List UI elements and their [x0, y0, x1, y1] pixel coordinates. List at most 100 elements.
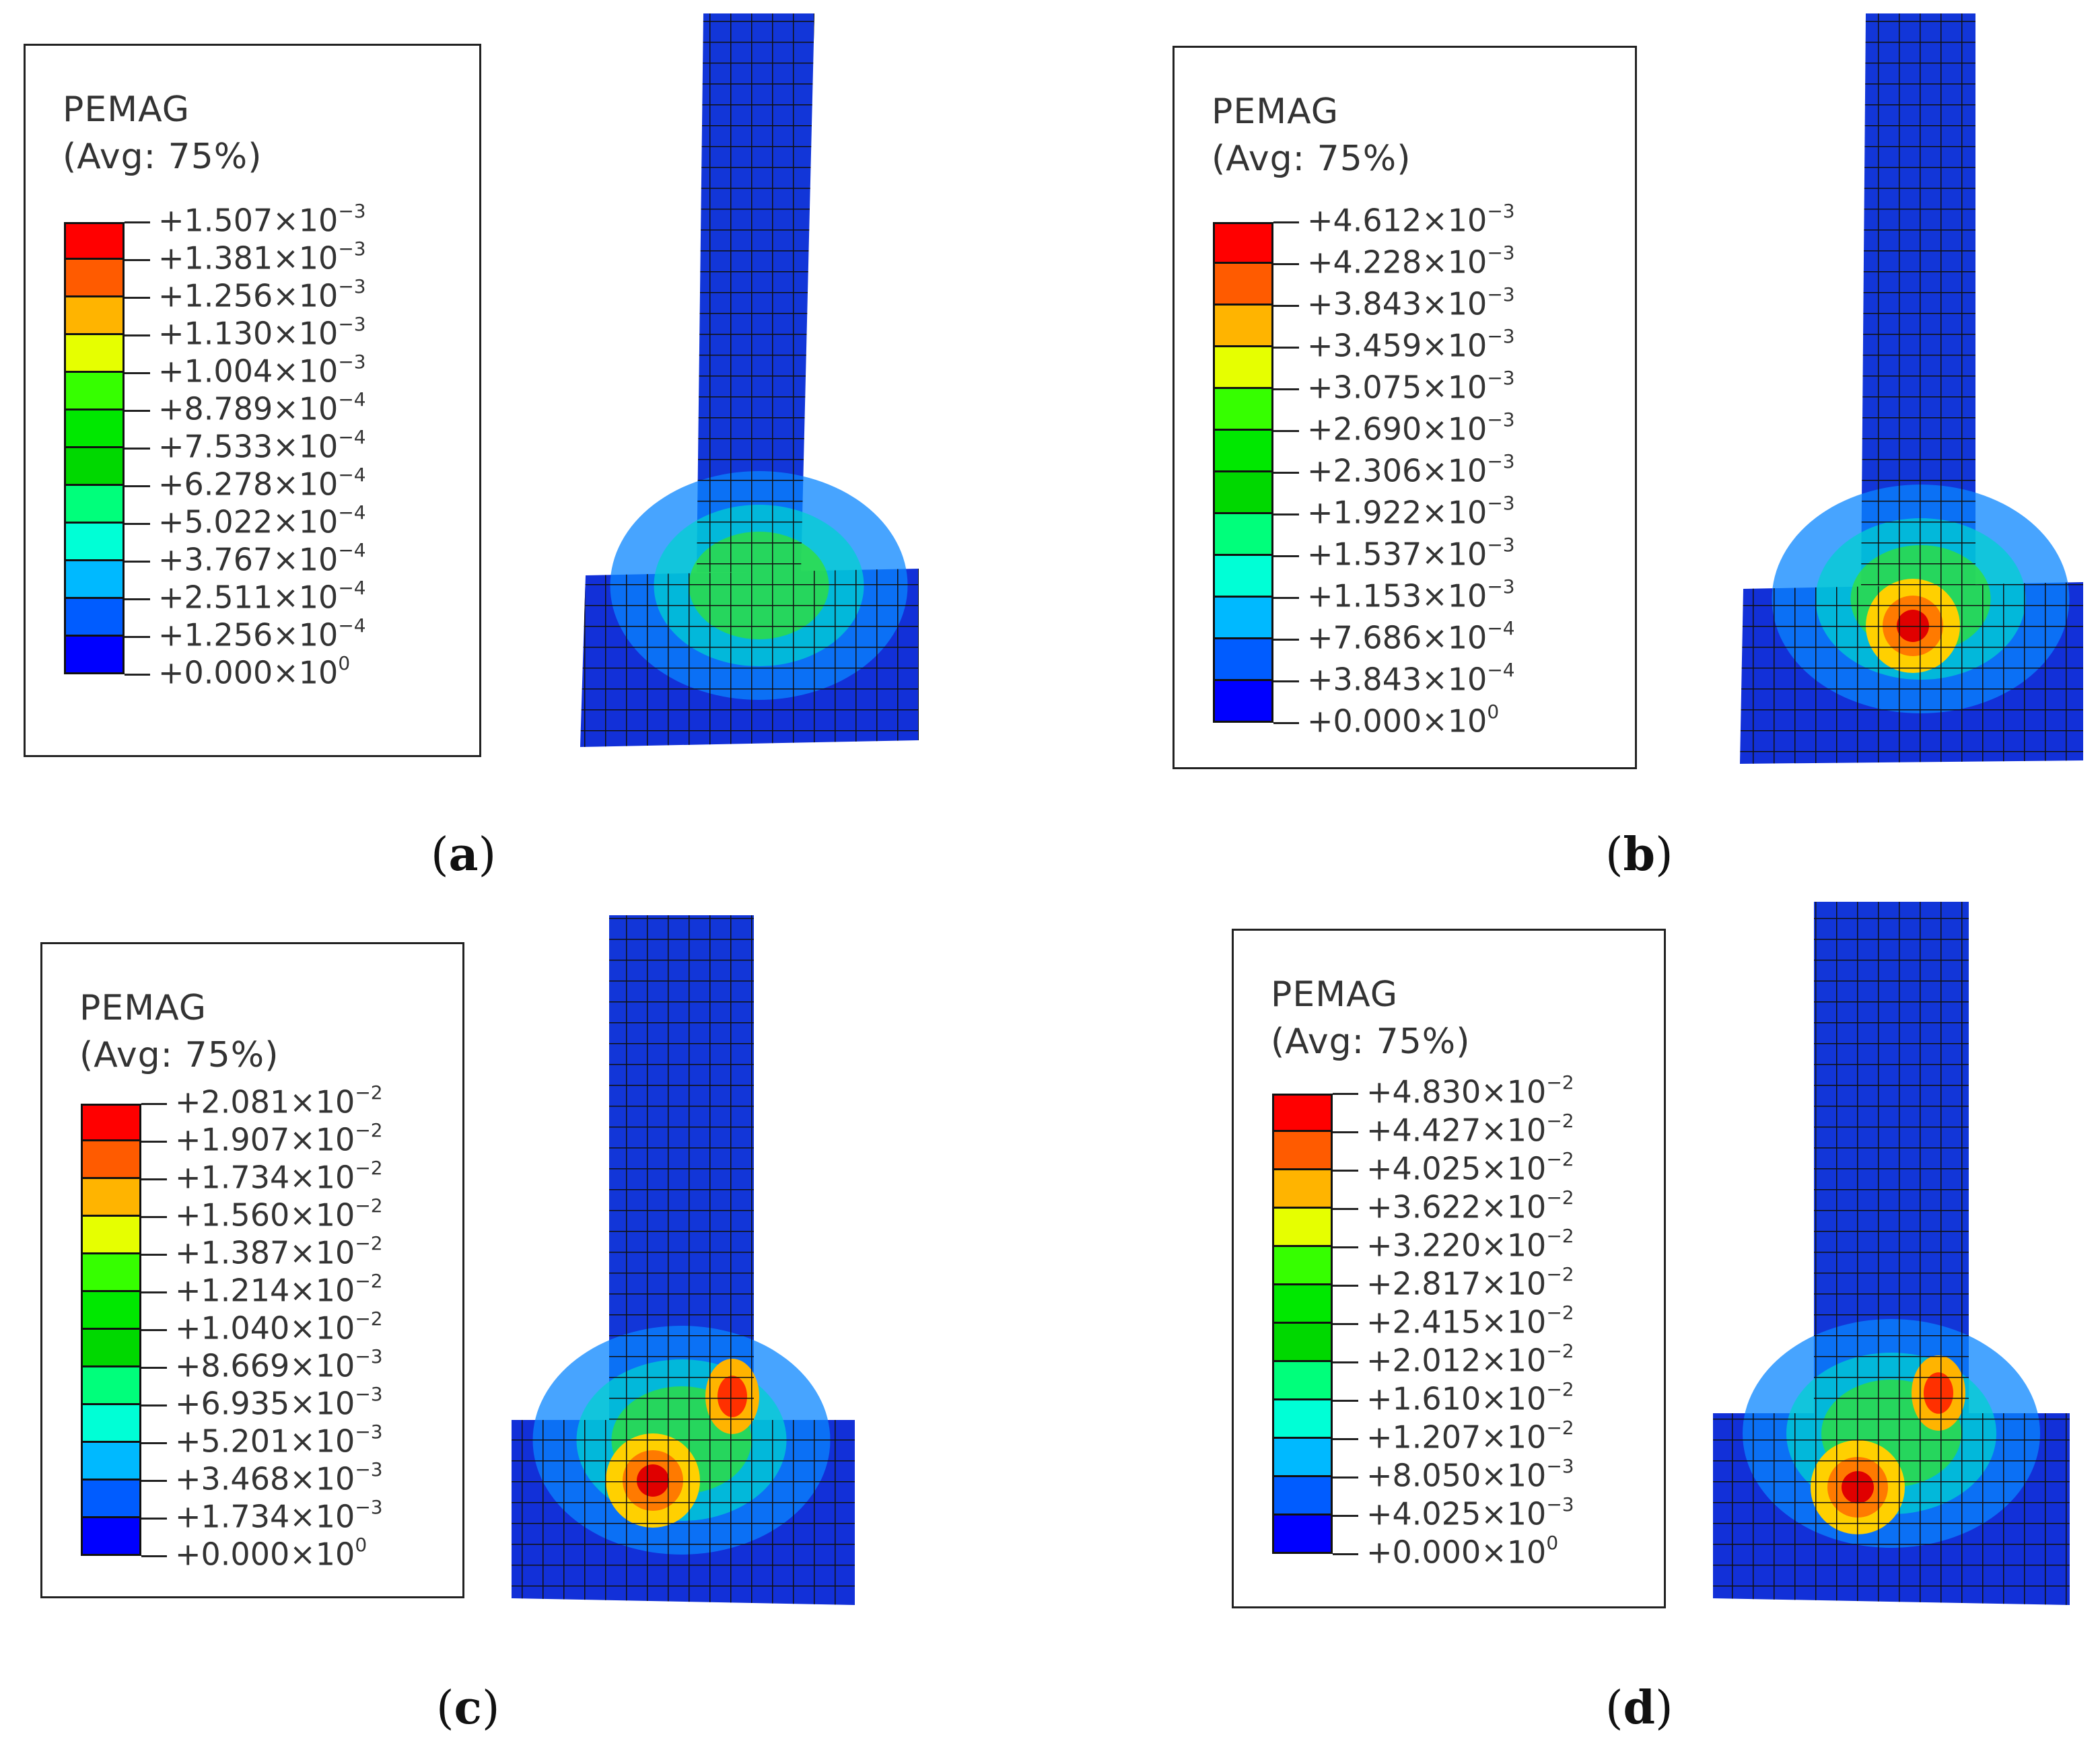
legend-swatch — [81, 1217, 141, 1254]
mesh-grid-column — [609, 915, 754, 1427]
legend-tick — [125, 221, 150, 223]
legend-tick — [1333, 1553, 1358, 1555]
legend-value-label: +1.922×10−3 — [1307, 492, 1515, 531]
legend-tick — [1273, 597, 1299, 599]
legend-tick — [125, 448, 150, 450]
legend-swatch — [64, 335, 125, 373]
legend-value-label: +4.025×10−2 — [1366, 1148, 1574, 1187]
legend-value-label: +1.734×10−3 — [175, 1496, 383, 1535]
legend-value-label: +3.075×10−3 — [1307, 367, 1515, 406]
legend-swatch — [81, 1367, 141, 1405]
legend-value-label: +2.012×10−2 — [1366, 1340, 1574, 1379]
legend-swatch — [1272, 1285, 1333, 1324]
legend-value-label: +1.040×10−2 — [175, 1308, 383, 1347]
legend-tick — [125, 485, 150, 487]
legend-swatch — [1213, 347, 1273, 389]
legend-value-label: +0.000×100 — [158, 652, 351, 691]
legend-tick — [125, 410, 150, 412]
mesh-grid-footing — [512, 1420, 855, 1605]
legend-value-label: +4.612×10−3 — [1307, 200, 1515, 239]
panel-caption: (c) — [436, 1681, 500, 1735]
legend-value-label: +1.734×10−2 — [175, 1157, 383, 1196]
legend-tick — [1273, 388, 1299, 390]
legend-tick — [141, 1103, 167, 1105]
legend-value-label: +2.081×10−2 — [175, 1081, 383, 1120]
legend-swatch — [81, 1141, 141, 1179]
legend-value-label: +1.381×10−3 — [158, 238, 366, 277]
legend-tick — [125, 523, 150, 525]
legend-swatch — [1213, 306, 1273, 347]
legend-value-label: +5.201×10−3 — [175, 1421, 383, 1460]
legend-swatch — [1272, 1094, 1333, 1132]
legend-value-label: +2.690×10−3 — [1307, 408, 1515, 448]
legend-swatch — [81, 1481, 141, 1518]
legend-value-label: +3.459×10−3 — [1307, 325, 1515, 364]
legend-tick — [125, 598, 150, 600]
legend-value-label: +1.256×10−4 — [158, 614, 366, 653]
legend-subtitle: (Avg: 75%) — [1271, 1022, 1471, 1062]
legend-value-label: +8.050×10−3 — [1366, 1455, 1574, 1494]
legend-value-label: +1.153×10−3 — [1307, 575, 1515, 614]
legend-value-label: +1.537×10−3 — [1307, 534, 1515, 573]
legend-swatch — [1272, 1477, 1333, 1516]
legend-swatch — [1213, 222, 1273, 264]
legend-value-label: +2.511×10−4 — [158, 577, 366, 616]
legend-swatch — [1272, 1362, 1333, 1400]
legend-tick — [1333, 1285, 1358, 1287]
mesh-grid-column — [1814, 902, 1969, 1420]
legend-tick — [125, 372, 150, 374]
legend-swatch — [81, 1330, 141, 1367]
legend-swatch — [81, 1443, 141, 1481]
legend-swatch — [64, 222, 125, 260]
legend-value-label: +2.415×10−2 — [1366, 1302, 1574, 1341]
legend-value-label: +7.686×10−4 — [1307, 617, 1515, 656]
legend-swatch — [64, 260, 125, 297]
legend-swatch — [1213, 598, 1273, 639]
legend-value-label: +3.843×10−3 — [1307, 283, 1515, 322]
legend-tick — [141, 1480, 167, 1482]
legend-value-label: +0.000×100 — [175, 1534, 368, 1573]
legend-tick — [1333, 1476, 1358, 1479]
legend-value-label: +1.214×10−2 — [175, 1270, 383, 1309]
legend-tick — [141, 1291, 167, 1293]
legend-value-label: +3.843×10−4 — [1307, 659, 1515, 698]
legend-tick — [1333, 1323, 1358, 1325]
legend-value-label: +5.022×10−4 — [158, 501, 366, 540]
legend-tick — [125, 636, 150, 638]
legend-swatch — [64, 561, 125, 599]
legend-swatch — [64, 297, 125, 335]
legend-tick — [141, 1254, 167, 1256]
legend-swatch — [1213, 472, 1273, 514]
legend-swatch — [64, 486, 125, 524]
legend-value-label: +4.025×10−3 — [1366, 1493, 1574, 1532]
legend-value-label: +0.000×100 — [1366, 1532, 1559, 1571]
legend-swatch — [64, 411, 125, 448]
legend-swatch — [64, 599, 125, 637]
legend-tick — [1273, 305, 1299, 307]
legend-tick — [125, 561, 150, 563]
legend-tick — [1333, 1170, 1358, 1172]
legend-tick — [1273, 639, 1299, 641]
legend-swatch — [1272, 1516, 1333, 1554]
legend-tick — [125, 674, 150, 676]
legend-swatch — [1213, 431, 1273, 472]
legend-tick — [125, 259, 150, 261]
legend-value-label: +4.228×10−3 — [1307, 242, 1515, 281]
legend-swatch — [64, 637, 125, 674]
legend-tick — [141, 1555, 167, 1557]
legend-title: PEMAG — [63, 90, 190, 130]
legend-value-label: +2.817×10−2 — [1366, 1263, 1574, 1302]
legend-tick — [1273, 472, 1299, 474]
legend-tick — [1273, 221, 1299, 223]
legend-value-label: +1.560×10−2 — [175, 1195, 383, 1234]
legend-swatch — [1272, 1170, 1333, 1209]
legend-value-label: +4.830×10−2 — [1366, 1071, 1574, 1110]
legend-swatch — [1272, 1132, 1333, 1170]
legend-tick — [1273, 513, 1299, 515]
legend-swatch — [1213, 514, 1273, 556]
legend-tick — [1333, 1515, 1358, 1517]
legend-value-label: +6.935×10−3 — [175, 1383, 383, 1422]
legend-value-label: +3.468×10−3 — [175, 1458, 383, 1497]
legend-value-label: +1.004×10−3 — [158, 351, 366, 390]
